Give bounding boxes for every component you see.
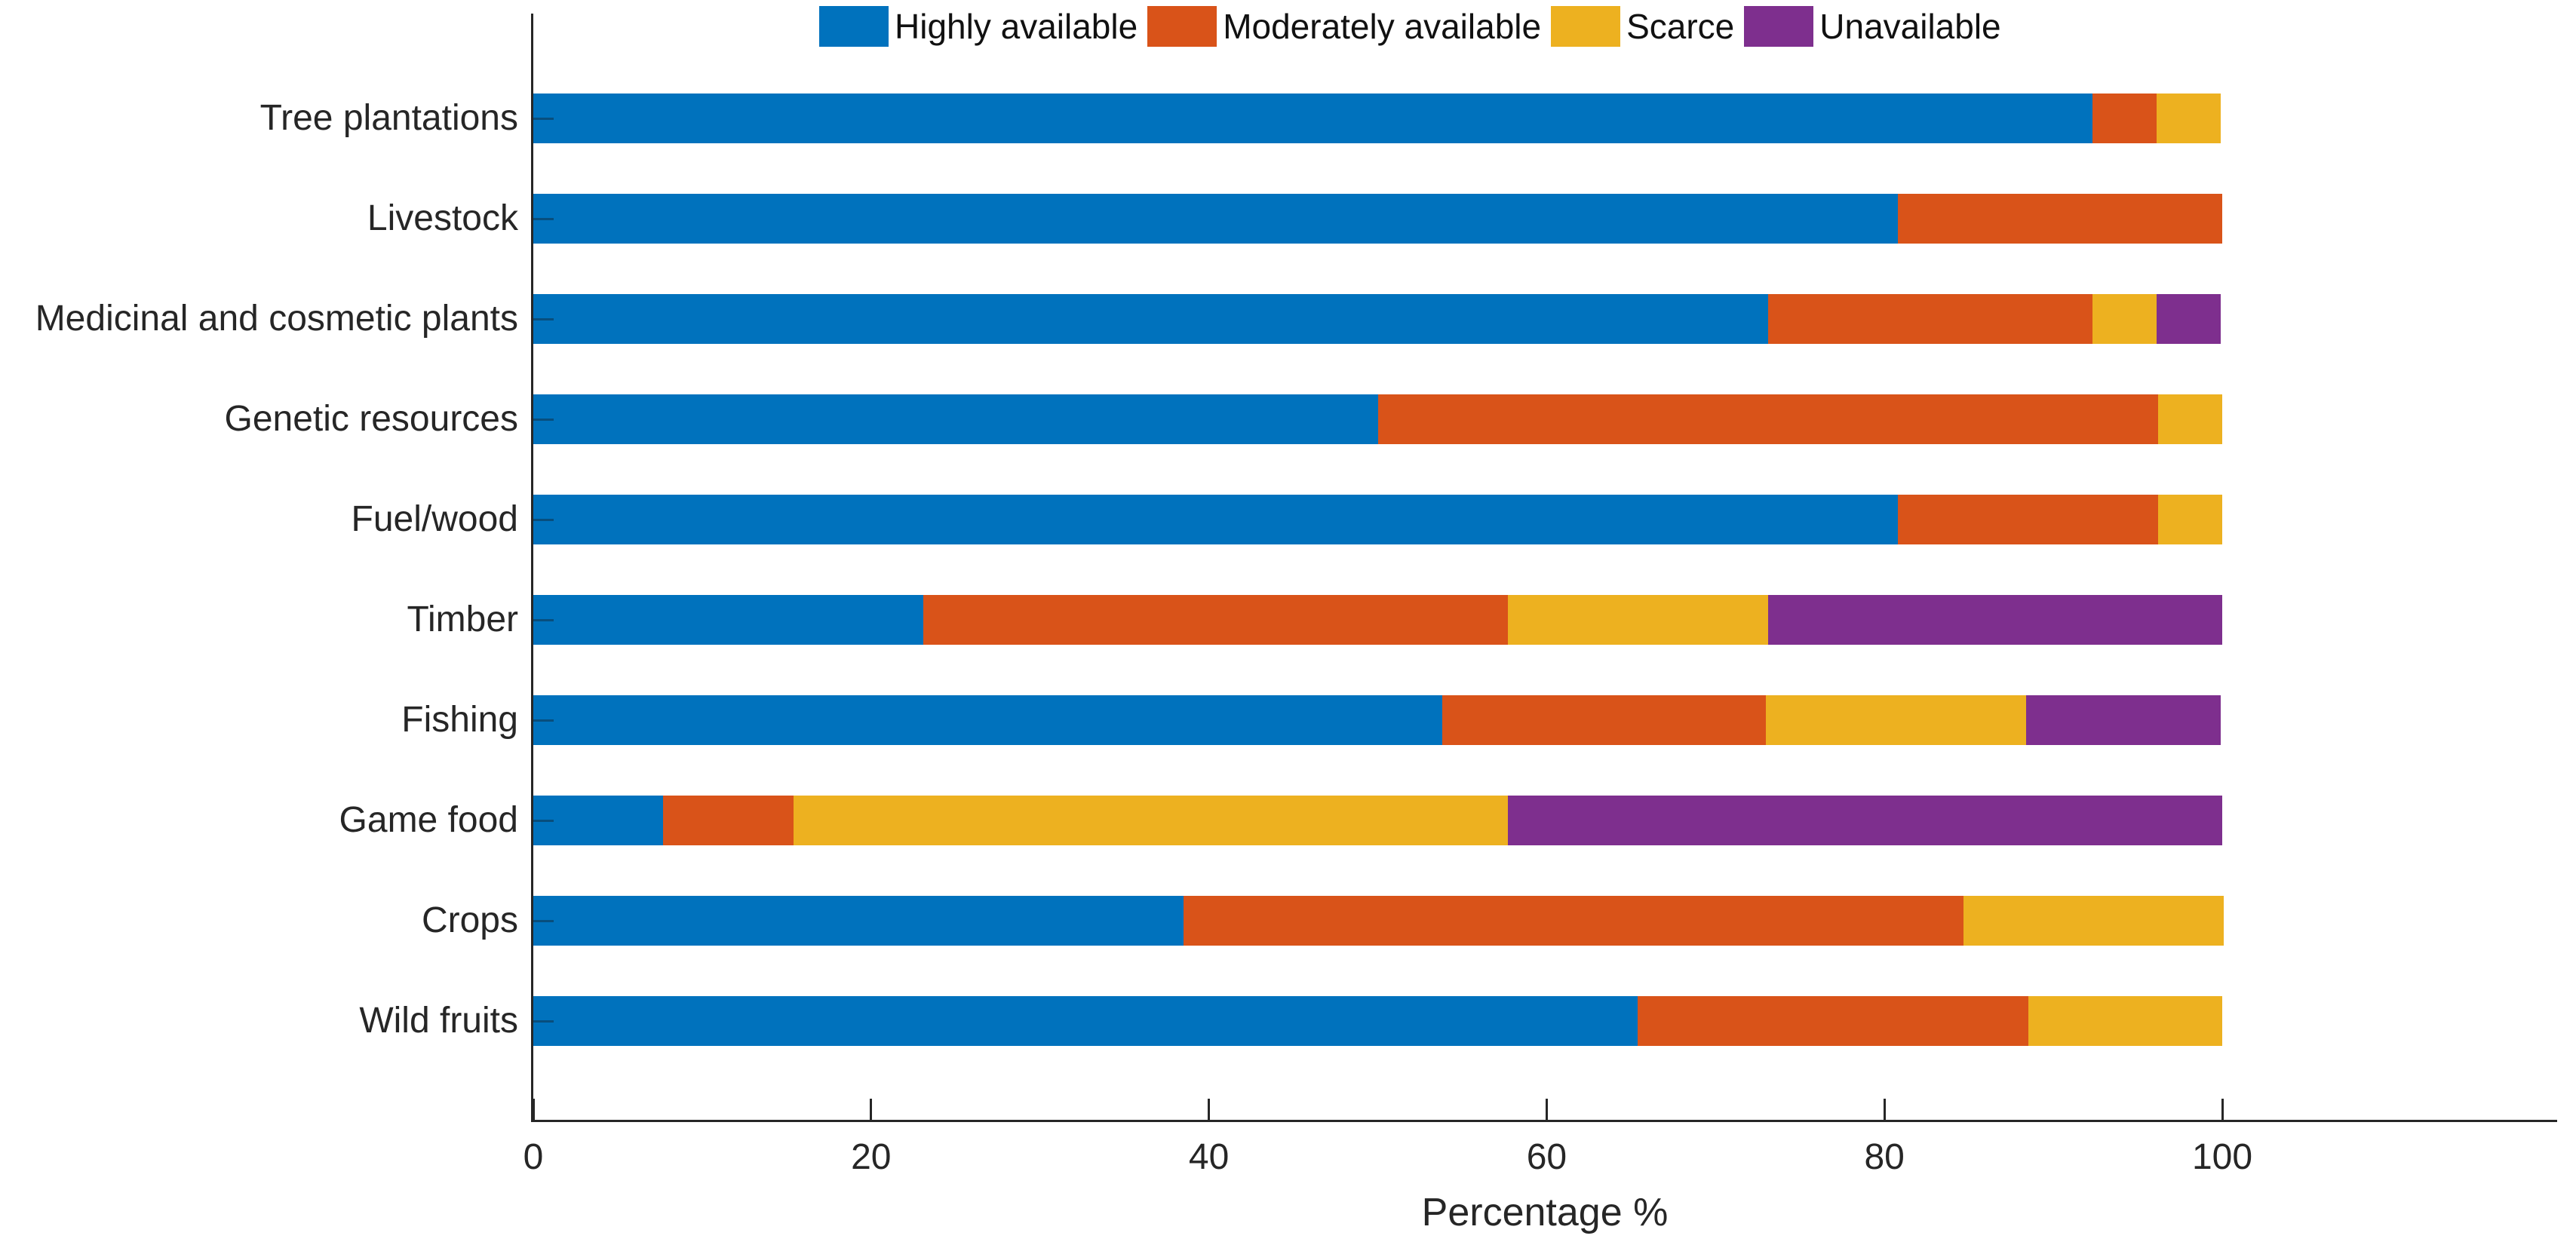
category-label-timber: Timber	[407, 599, 518, 639]
bar-segment-moderately-available	[1442, 695, 1767, 745]
x-axis-tick	[870, 1099, 873, 1120]
bar-segment-highly-available	[533, 896, 1184, 946]
y-axis-tick	[533, 919, 554, 922]
y-axis-tick	[533, 518, 554, 521]
category-label-genetic-resources: Genetic resources	[224, 399, 518, 439]
bar-row-timber	[533, 595, 2222, 645]
bar-segment-unavailable	[1767, 595, 2222, 645]
x-tick-label-100: 100	[2191, 1137, 2253, 1177]
bar-row-game-food	[533, 796, 2222, 845]
bar-segment-scarce	[1766, 695, 2027, 745]
x-axis-line	[531, 1120, 2557, 1122]
category-label-wild-fruits: Wild fruits	[359, 1001, 518, 1041]
category-label-tree-plantations: Tree plantations	[259, 98, 518, 138]
bar-row-tree-plantations	[533, 94, 2221, 143]
x-axis-tick	[1883, 1099, 1886, 1120]
bar-segment-highly-available	[533, 495, 1899, 544]
category-label-medicinal-and-cosmetic-plants: Medicinal and cosmetic plants	[35, 299, 518, 339]
x-axis-tick	[1545, 1099, 1548, 1120]
bar-segment-moderately-available	[923, 595, 1508, 645]
category-label-game-food: Game food	[339, 800, 518, 840]
bar-segment-scarce	[1507, 595, 1768, 645]
bar-segment-moderately-available	[1767, 294, 2092, 344]
bar-segment-highly-available	[533, 796, 664, 845]
bar-segment-scarce	[2092, 294, 2157, 344]
bar-segment-highly-available	[533, 294, 1768, 344]
legend-label: Scarce	[1626, 7, 1735, 46]
bar-segment-highly-available	[533, 394, 1378, 444]
bar-segment-scarce	[2157, 495, 2222, 544]
bar-segment-highly-available	[533, 94, 2092, 143]
bar-segment-scarce	[2157, 394, 2222, 444]
bar-row-fuel-wood	[533, 495, 2222, 544]
x-tick-label-40: 40	[1188, 1137, 1230, 1177]
bar-segment-scarce	[1963, 896, 2224, 946]
bar-row-crops	[533, 896, 2224, 946]
bar-segment-highly-available	[533, 595, 924, 645]
bar-row-wild-fruits	[533, 996, 2222, 1046]
legend-item-unavailable: Unavailable	[1744, 6, 2001, 47]
bar-row-livestock	[533, 194, 2222, 244]
y-axis-line	[531, 14, 533, 1122]
bar-segment-moderately-available	[663, 796, 794, 845]
y-axis-tick	[533, 117, 554, 120]
x-tick-label-20: 20	[851, 1137, 892, 1177]
bar-segment-scarce	[793, 796, 1508, 845]
legend-swatch-unavailable	[1744, 6, 1814, 47]
bar-segment-moderately-available	[1184, 896, 1964, 946]
x-axis-tick	[1208, 1099, 1211, 1120]
bar-row-fishing	[533, 695, 2221, 745]
bar-segment-moderately-available	[1898, 194, 2222, 244]
legend-swatch-highly-available	[819, 6, 889, 47]
bar-row-genetic-resources	[533, 394, 2222, 444]
legend-label: Moderately available	[1223, 7, 1542, 46]
category-label-fuel-wood: Fuel/wood	[351, 499, 518, 539]
bar-segment-moderately-available	[1898, 495, 2158, 544]
legend-label: Unavailable	[1819, 7, 2001, 46]
bar-segment-highly-available	[533, 695, 1442, 745]
legend-label: Highly available	[895, 7, 1138, 46]
bar-segment-moderately-available	[1377, 394, 2158, 444]
category-label-livestock: Livestock	[367, 198, 518, 238]
legend-item-highly-available: Highly available	[819, 6, 1138, 47]
x-tick-label-60: 60	[1526, 1137, 1567, 1177]
category-label-crops: Crops	[421, 900, 518, 940]
bar-segment-unavailable	[2156, 294, 2221, 344]
bar-segment-unavailable	[2026, 695, 2221, 745]
bar-row-medicinal-and-cosmetic-plants	[533, 294, 2221, 344]
category-label-fishing: Fishing	[401, 700, 518, 740]
x-axis-tick	[532, 1099, 535, 1120]
bar-segment-moderately-available	[1638, 996, 2028, 1046]
y-axis-tick	[533, 418, 554, 421]
bar-segment-scarce	[2156, 94, 2221, 143]
legend-item-scarce: Scarce	[1551, 6, 1734, 47]
bar-segment-scarce	[2028, 996, 2222, 1046]
legend-swatch-moderately-available	[1147, 6, 1217, 47]
legend-swatch-scarce	[1551, 6, 1621, 47]
bar-segment-moderately-available	[2092, 94, 2157, 143]
chart-legend: Highly available Moderately available Scar…	[819, 6, 2001, 47]
bar-segment-unavailable	[1507, 796, 2222, 845]
y-axis-tick	[533, 819, 554, 822]
x-tick-label-0: 0	[523, 1137, 544, 1177]
y-axis-tick	[533, 618, 554, 621]
y-axis-tick	[533, 317, 554, 320]
legend-item-moderately-available: Moderately available	[1147, 6, 1541, 47]
bar-segment-highly-available	[533, 194, 1899, 244]
y-axis-tick	[533, 1020, 554, 1023]
y-axis-tick	[533, 217, 554, 220]
bar-segment-highly-available	[533, 996, 1638, 1046]
x-axis-title: Percentage %	[1421, 1191, 1669, 1234]
x-tick-label-80: 80	[1864, 1137, 1905, 1177]
y-axis-tick	[533, 719, 554, 722]
x-axis-tick	[2221, 1099, 2224, 1120]
